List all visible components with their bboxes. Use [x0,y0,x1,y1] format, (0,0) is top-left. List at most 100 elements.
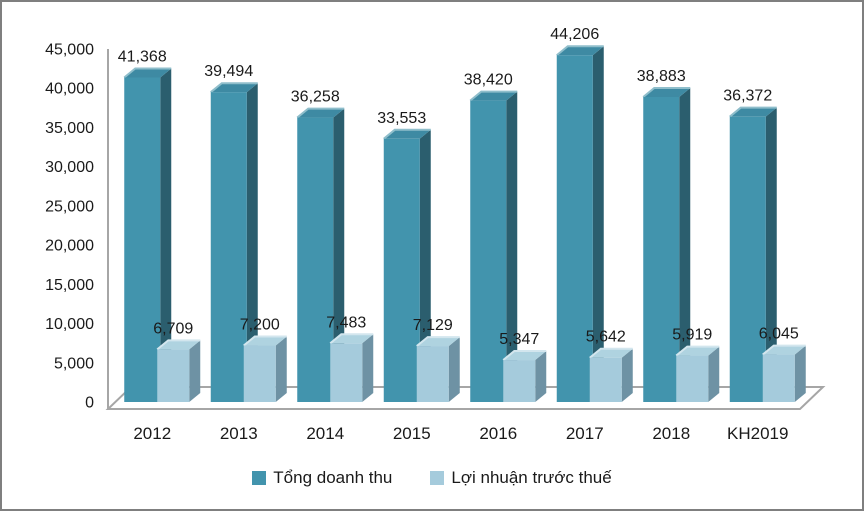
bar-top-face [589,348,633,358]
data-label-loi-nhuan: 6,045 [759,326,799,343]
x-axis-tick-label: KH2019 [727,424,788,443]
y-axis-tick-label: 30,000 [45,159,94,176]
bar-top-face [416,337,460,347]
bar-side-face [189,340,201,402]
bar-side-face [679,87,691,402]
data-label-loi-nhuan: 7,129 [413,317,453,334]
bar-top-highlight [469,90,518,102]
x-axis-tick-label: 2012 [133,424,171,443]
bar-top-highlight [383,128,431,140]
bar-side-face [333,108,345,402]
bar-top-highlight [123,67,172,79]
data-label-loi-nhuan: 7,483 [326,314,366,331]
bar-top-highlight [556,45,604,57]
y-axis-tick-label: 45,000 [45,42,94,59]
data-label-tong-doanh-thu: 38,883 [637,68,686,85]
legend-label-tong-doanh-thu: Tổng doanh thu [273,468,393,487]
x-axis-tick-label: 2016 [479,424,517,443]
bar-side-face [275,336,287,402]
bar-side-face [794,345,806,402]
bar-top-face [330,334,374,344]
bar-top-highlight [502,350,547,361]
data-label-tong-doanh-thu: 38,420 [464,72,513,89]
bar-top-highlight [416,336,460,347]
bar-top-highlight [243,335,287,347]
data-label-loi-nhuan: 7,200 [240,317,280,334]
data-label-loi-nhuan: 6,709 [153,320,193,337]
data-label-tong-doanh-thu: 33,553 [377,110,426,127]
bar-front-face [556,55,593,403]
data-label-loi-nhuan: 5,642 [586,329,626,346]
bar-front-face [762,354,795,402]
bar-side-face [535,351,547,402]
bar-top-highlight [642,86,691,98]
x-axis-tick-label: 2018 [652,424,690,443]
bar-front-face [210,92,247,402]
bar-top-highlight [210,82,258,93]
bar-top-highlight [675,345,720,357]
bar-top-face [124,68,172,78]
data-label-loi-nhuan: 5,919 [672,327,712,344]
bar-top-highlight [156,339,201,351]
y-axis-tick-label: 10,000 [45,316,94,333]
y-axis-tick-label: 40,000 [45,81,94,98]
bar-front-face [676,355,709,402]
bar-top-face [470,91,518,101]
bar-top-face [762,345,806,355]
bar-front-face [297,117,334,402]
bar-side-face [448,337,460,402]
y-axis-tick-label: 20,000 [45,238,94,255]
bar-top-highlight [296,107,345,119]
bar-top-face [643,87,691,97]
bar-top-highlight [329,333,374,345]
y-axis-tick-label: 5,000 [54,355,94,372]
legend-swatch-tong-doanh-thu [252,471,267,485]
bar-front-face [383,138,420,402]
bar-side-face [765,107,777,402]
bar-top-face [729,107,777,117]
bar-side-face [621,348,633,402]
bar-front-face [330,343,363,402]
bar-front-face [470,100,507,402]
bar-front-face [416,346,449,402]
y-axis-tick-label: 15,000 [45,277,94,294]
bar-front-face [589,357,622,402]
bar-side-face [362,334,374,402]
legend: Tổng doanh thu Lợi nhuận trước thuế [2,468,862,488]
data-label-tong-doanh-thu: 41,368 [118,48,167,65]
bar-top-highlight [762,344,806,356]
bar-side-face [246,83,258,402]
y-axis-tick-label: 35,000 [45,120,94,137]
x-axis-tick-label: 2017 [566,424,604,443]
bar-front-face [157,349,190,402]
data-label-tong-doanh-thu: 39,494 [204,63,253,80]
column-chart-canvas: 0 5,000 10,000 15,000 20,000 25,000 30,000 35,0… [45,26,826,443]
bar-front-face [243,345,276,402]
data-label-loi-nhuan: 5,347 [499,331,539,348]
legend-label-loi-nhuan-truoc-thue: Lợi nhuận trước thuế [451,468,612,487]
bar-top-face [556,46,604,56]
bar-top-face [297,108,345,118]
bar-top-face [503,351,547,361]
y-axis-tick-label: 25,000 [45,198,94,215]
bar-top-highlight [589,347,633,359]
bar-front-face [124,77,161,402]
bar-front-face [643,96,680,402]
bar-top-face [243,336,287,346]
bar-top-face [383,129,431,139]
legend-swatch-loi-nhuan-truoc-thue [430,471,445,485]
x-axis-tick-label: 2013 [220,424,258,443]
bar-side-face [592,46,604,403]
x-axis-tick-label: 2014 [306,424,344,443]
y-axis-tick-label: 0 [85,395,94,412]
x-axis-tick-label: 2015 [393,424,431,443]
bar-front-face [729,116,766,402]
bar-side-face [506,91,518,402]
bar-front-face [503,360,536,402]
bar-top-face [210,83,258,93]
data-label-tong-doanh-thu: 36,258 [291,89,340,106]
bar-top-face [676,346,720,356]
bar-top-face [157,340,201,350]
data-label-tong-doanh-thu: 36,372 [723,88,772,105]
